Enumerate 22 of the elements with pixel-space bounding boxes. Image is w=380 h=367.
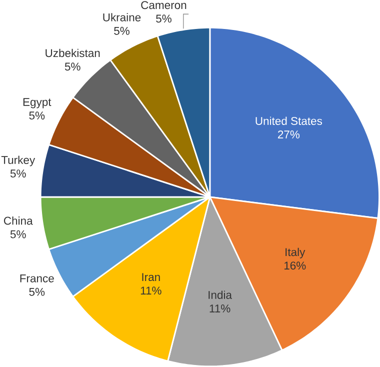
data-label: 27% xyxy=(278,130,300,138)
slice-label: United States xyxy=(256,116,322,125)
data-label: 16% xyxy=(284,262,306,270)
slice-label: France xyxy=(20,274,54,282)
slice-label: India xyxy=(208,290,232,299)
slice-label: Ukraine xyxy=(103,13,141,22)
data-label: 5% xyxy=(29,288,45,296)
data-label: 5% xyxy=(156,14,172,23)
slice-label: Uzbekistan xyxy=(46,48,100,58)
slice-label: Iran xyxy=(142,273,160,281)
slice-label: Egypt xyxy=(23,98,52,108)
data-label: 5% xyxy=(29,112,45,120)
slice-label: Italy xyxy=(286,248,306,258)
data-label: 11% xyxy=(210,304,230,312)
data-label: 5% xyxy=(64,62,80,71)
slice-label: Turkey xyxy=(1,156,36,166)
data-label: 11% xyxy=(140,286,162,294)
slice-label: Cameron xyxy=(141,1,186,10)
slice-label: China xyxy=(4,216,33,225)
data-label: 5% xyxy=(114,26,130,35)
data-label: 5% xyxy=(10,170,26,178)
data-label: 5% xyxy=(10,230,26,238)
